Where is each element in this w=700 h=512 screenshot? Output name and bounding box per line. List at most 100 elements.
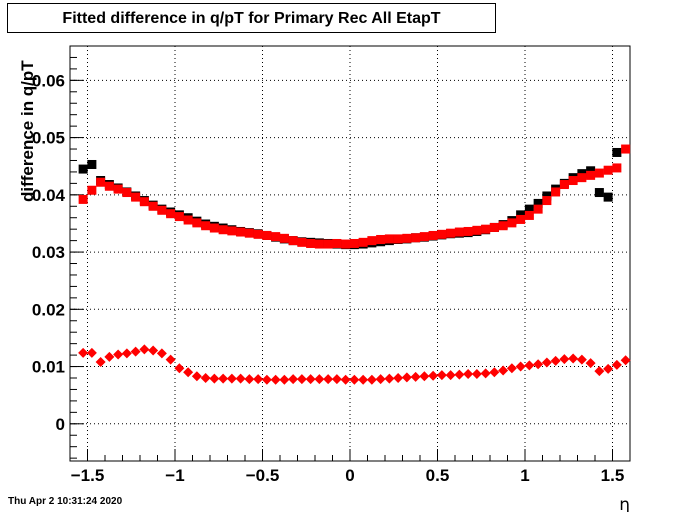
data-point (341, 239, 351, 249)
data-point (262, 230, 272, 240)
data-point (393, 373, 404, 383)
data-point (349, 238, 359, 248)
data-point (586, 170, 596, 180)
data-point (244, 374, 255, 385)
data-point (165, 354, 176, 365)
data-point (603, 165, 613, 175)
data-point (542, 196, 552, 206)
data-point (358, 374, 369, 385)
data-point (498, 365, 509, 376)
data-point (183, 367, 194, 378)
x-tick-label: −0.5 (246, 466, 280, 485)
data-point (288, 374, 299, 385)
data-point (577, 173, 587, 183)
data-point (201, 221, 211, 231)
series-layer (78, 144, 631, 385)
data-point (401, 372, 412, 383)
data-point (279, 374, 290, 385)
data-point (516, 210, 526, 220)
data-point (586, 166, 596, 176)
data-point (323, 374, 334, 385)
data-point (148, 345, 159, 356)
data-point (516, 214, 526, 224)
data-point (113, 349, 124, 360)
data-point (314, 239, 324, 249)
data-point (480, 368, 491, 379)
x-tick-label: 1.5 (601, 466, 625, 485)
data-point (489, 222, 499, 232)
data-point (366, 374, 377, 385)
data-point (533, 359, 544, 370)
data-point (139, 344, 150, 355)
data-point (612, 163, 622, 173)
data-point (86, 347, 97, 358)
data-point (297, 237, 307, 247)
data-point (611, 359, 622, 370)
data-point (270, 374, 281, 385)
data-point (402, 233, 412, 243)
data-point (533, 204, 543, 214)
data-point (481, 224, 491, 234)
y-axis: 0 0.01 0.02 0.03 0.04 0.05 0.06 (32, 56, 84, 459)
data-point (218, 225, 228, 235)
data-point (603, 192, 613, 202)
series-2 (78, 344, 631, 385)
y-tick-label: 0.04 (32, 186, 66, 205)
y-tick-label: 0.02 (32, 300, 65, 319)
data-point (113, 184, 123, 194)
data-point (446, 228, 456, 238)
data-point (104, 351, 115, 362)
data-point (524, 204, 534, 214)
data-point (419, 371, 430, 382)
data-point (156, 348, 167, 359)
data-point (157, 205, 167, 215)
x-axis: −1.5 −1 −0.5 0 0.5 1 1.5 (69, 449, 631, 485)
data-point (594, 366, 605, 377)
data-point (332, 238, 342, 248)
data-point (209, 223, 219, 233)
data-point (621, 144, 631, 154)
data-point (594, 168, 604, 178)
data-point (489, 367, 500, 378)
data-point (87, 159, 97, 169)
data-point (261, 374, 272, 385)
y-tick-label: 0.01 (32, 358, 65, 377)
x-tick-label: −1.5 (71, 466, 105, 485)
data-point (349, 374, 360, 385)
data-point (524, 210, 534, 220)
data-point (227, 226, 237, 236)
data-point (463, 226, 473, 236)
data-point (305, 374, 316, 385)
data-point (209, 373, 220, 384)
data-point (612, 147, 622, 157)
data-point (437, 229, 447, 239)
data-point (594, 188, 604, 198)
data-point (174, 212, 184, 222)
data-point (192, 218, 202, 228)
data-point (78, 347, 89, 358)
data-point (436, 370, 447, 381)
data-point (603, 363, 614, 374)
data-point (130, 346, 141, 357)
x-tick-label: 0.5 (426, 466, 450, 485)
data-point (550, 355, 561, 366)
data-point (200, 373, 211, 383)
data-point (253, 229, 263, 239)
y-tick-label: 0.03 (32, 243, 65, 262)
data-point (340, 374, 351, 385)
data-point (104, 181, 114, 191)
data-point (78, 164, 88, 174)
x-axis-label: η (619, 495, 630, 512)
data-point (279, 233, 289, 243)
data-point (183, 215, 193, 225)
y-tick-label: 0.06 (32, 71, 65, 90)
data-point (131, 192, 141, 202)
data-point (323, 239, 333, 249)
data-point (471, 368, 482, 379)
data-point (367, 236, 377, 246)
data-point (253, 374, 264, 385)
chart-title: Fitted difference in q/pT for Primary Re… (62, 10, 441, 27)
x-tick-label: 0 (345, 466, 354, 485)
